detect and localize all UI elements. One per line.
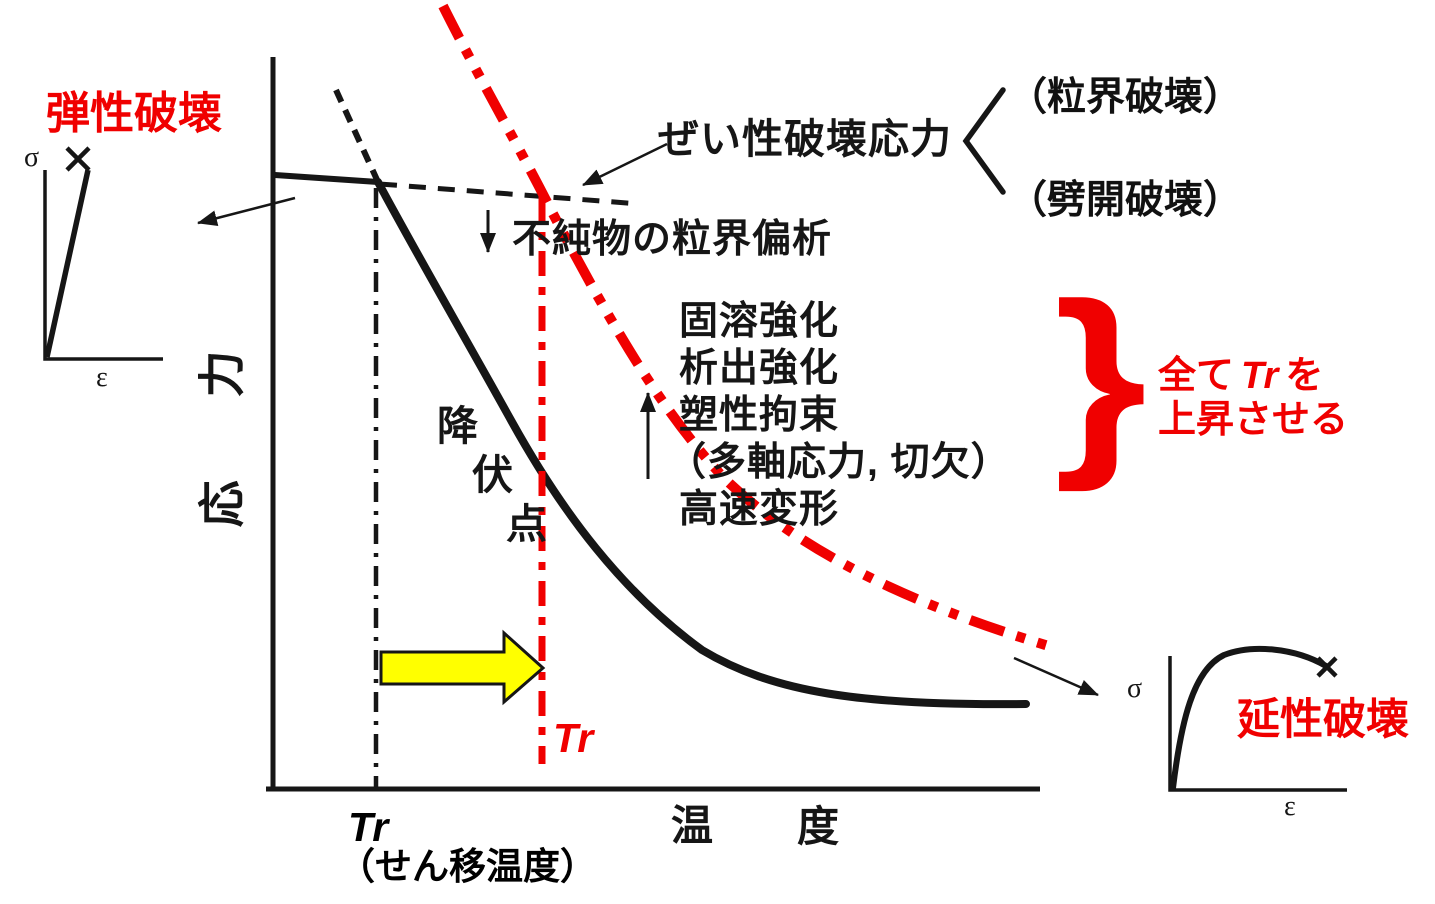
x-axis-label-char-1: 温	[671, 802, 715, 849]
brittle-stress-label: ぜい性破壊応力	[658, 116, 952, 162]
factor-precipitation: 析出強化	[679, 347, 840, 390]
ductile-sigma-label: σ	[1127, 673, 1143, 704]
ductile-inset-curve	[1170, 645, 1329, 791]
tr-black-label: Tr	[348, 804, 389, 850]
ductile-fracture-x-mark-2	[1316, 656, 1338, 678]
ductile-epsilon-label: ε	[1284, 791, 1296, 822]
y-axis-label-char-bottom: 応	[195, 479, 249, 528]
tr-note-post: を	[1285, 355, 1324, 397]
arrow-to-ductile-inset	[1013, 656, 1099, 697]
yield-char-3: 点	[506, 501, 548, 547]
fracture-types-bracket	[962, 87, 1006, 195]
elastic-epsilon-label: ε	[96, 362, 108, 393]
brittle-stress-dashed-line	[379, 181, 641, 207]
brace-glyph: }	[1054, 261, 1148, 493]
elastic-inset-curve	[44, 169, 91, 358]
ductile-inset-axes	[1168, 656, 1347, 792]
x-axis-label-char-2: 度	[797, 803, 841, 850]
impurity-segregation-label: 不純物の粒界偏析	[512, 218, 833, 261]
ductile-fracture-title: 延性破壊	[1237, 696, 1409, 744]
brittle-steep-dashed-line	[333, 88, 381, 184]
yield-point-curve	[374, 178, 1030, 709]
grain-boundary-fracture-label: （粒界破壊）	[1008, 76, 1243, 119]
arrow-to-elastic-inset	[197, 196, 296, 227]
elastic-sigma-label: σ	[24, 142, 40, 173]
elastic-fracture-title: 弾性破壊	[46, 89, 222, 138]
y-axis-label-char-top: 力	[195, 349, 249, 398]
yield-char-2: 伏	[472, 452, 514, 498]
tr-note-tr: Tr	[1241, 355, 1279, 397]
tr-raising-factor-list: 固溶強化 析出強化 塑性拘束 （多軸応力, 切欠） 高速変形	[667, 300, 1011, 536]
cleavage-fracture-label: （劈開破壊）	[1008, 179, 1243, 222]
elastic-inset-axes	[43, 170, 163, 361]
factor-plastic-constraint: 塑性拘束	[679, 394, 840, 437]
tr-note-line2: 上昇させる	[1158, 399, 1349, 441]
transition-temperature-caption: （せん移温度）	[338, 846, 597, 887]
tr-note-pre: 全て	[1158, 355, 1235, 397]
factor-high-speed: 高速変形	[679, 488, 840, 531]
elastic-fracture-x-mark-2	[65, 146, 91, 172]
tr-note-line1: 全て Tr を	[1158, 355, 1324, 397]
yield-char-1: 降	[437, 403, 479, 449]
yield-plateau-line	[274, 172, 379, 185]
factor-multiaxial-notch: （多軸応力, 切欠）	[667, 441, 1011, 484]
arrow-brittle-label	[582, 142, 668, 187]
factor-solid-solution: 固溶強化	[679, 300, 840, 343]
shift-right-arrow	[379, 629, 546, 706]
tr-red-label: Tr	[553, 715, 594, 761]
